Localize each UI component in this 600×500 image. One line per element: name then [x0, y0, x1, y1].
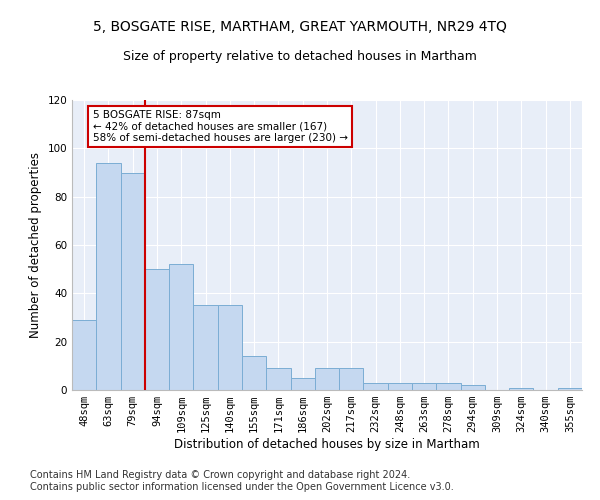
- Bar: [509, 388, 533, 390]
- Text: 5 BOSGATE RISE: 87sqm
← 42% of detached houses are smaller (167)
58% of semi-det: 5 BOSGATE RISE: 87sqm ← 42% of detached …: [92, 110, 347, 143]
- Bar: [412, 383, 436, 390]
- Bar: [558, 388, 582, 390]
- Bar: [315, 368, 339, 390]
- Bar: [388, 383, 412, 390]
- Text: Size of property relative to detached houses in Martham: Size of property relative to detached ho…: [123, 50, 477, 63]
- Bar: [242, 356, 266, 390]
- Text: Contains HM Land Registry data © Crown copyright and database right 2024.: Contains HM Land Registry data © Crown c…: [30, 470, 410, 480]
- Bar: [339, 368, 364, 390]
- Bar: [266, 368, 290, 390]
- Bar: [290, 378, 315, 390]
- Text: 5, BOSGATE RISE, MARTHAM, GREAT YARMOUTH, NR29 4TQ: 5, BOSGATE RISE, MARTHAM, GREAT YARMOUTH…: [93, 20, 507, 34]
- Bar: [121, 172, 145, 390]
- Bar: [436, 383, 461, 390]
- Bar: [364, 383, 388, 390]
- Bar: [461, 385, 485, 390]
- Y-axis label: Number of detached properties: Number of detached properties: [29, 152, 42, 338]
- Bar: [72, 320, 96, 390]
- Bar: [218, 306, 242, 390]
- Bar: [96, 163, 121, 390]
- Text: Contains public sector information licensed under the Open Government Licence v3: Contains public sector information licen…: [30, 482, 454, 492]
- Bar: [193, 306, 218, 390]
- Bar: [145, 269, 169, 390]
- X-axis label: Distribution of detached houses by size in Martham: Distribution of detached houses by size …: [174, 438, 480, 451]
- Bar: [169, 264, 193, 390]
